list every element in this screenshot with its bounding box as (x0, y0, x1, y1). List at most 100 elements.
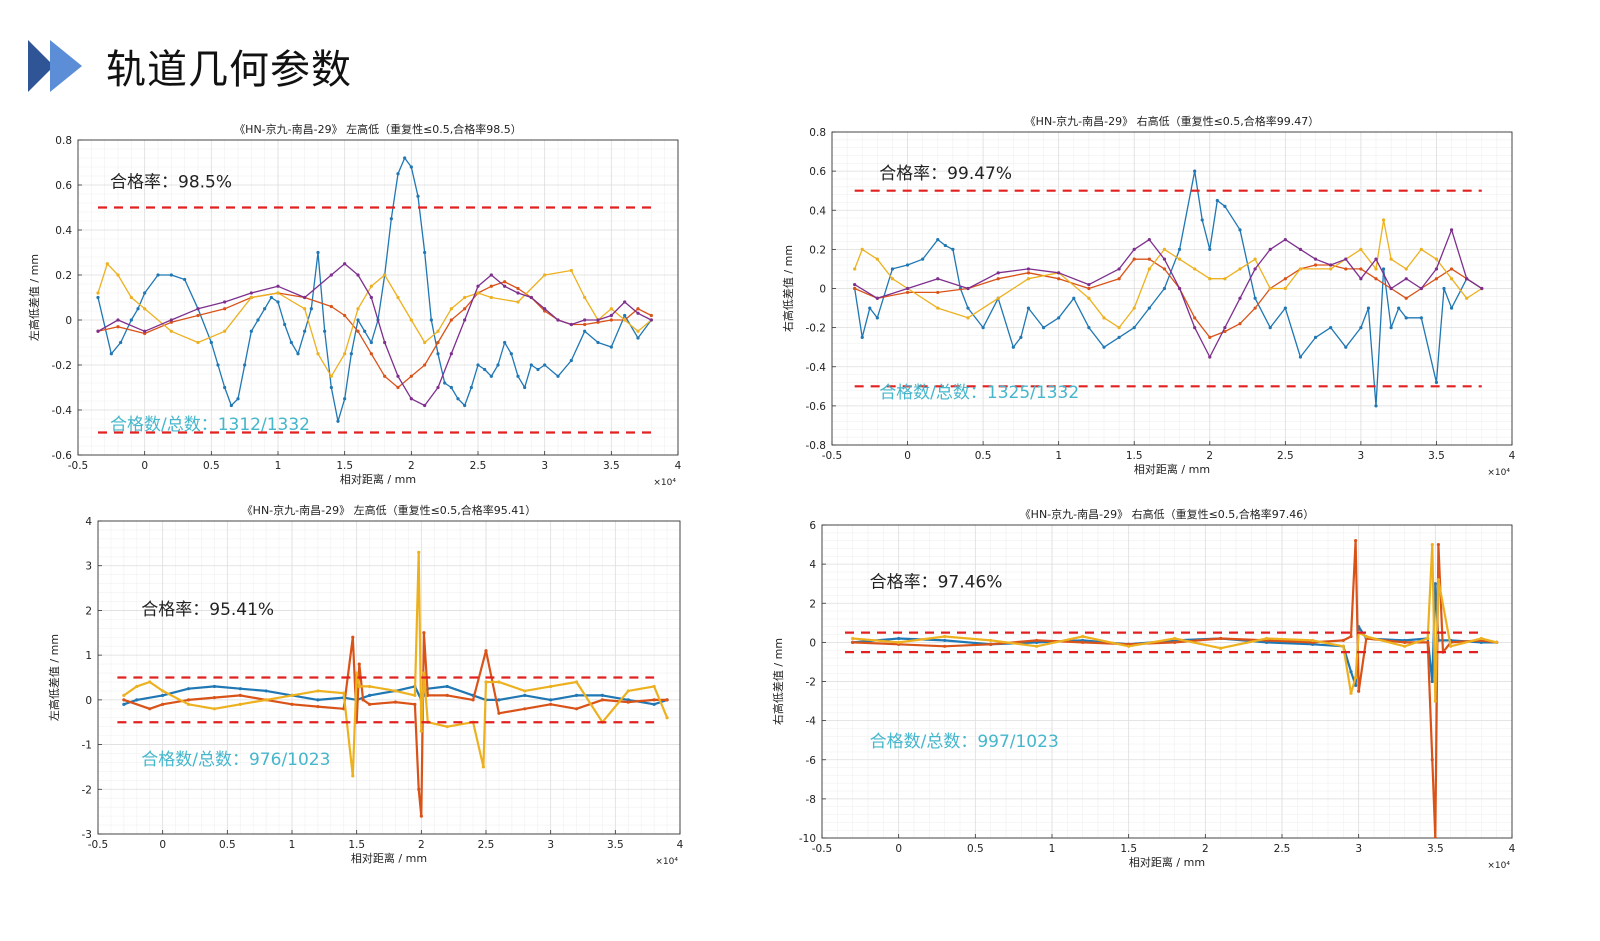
y-tick-label: 0.4 (809, 205, 826, 217)
data-point (1419, 286, 1423, 291)
data-point (1449, 644, 1453, 648)
x-tick-label: 2 (418, 839, 425, 851)
y-tick-label: -0.4 (52, 405, 73, 417)
data-point (1449, 228, 1454, 232)
data-point (484, 680, 488, 684)
data-point (890, 277, 895, 281)
data-point (868, 306, 872, 310)
data-point (143, 329, 147, 333)
data-point (143, 291, 147, 295)
chart-svg: -0.5 0 0.5 1 1.5 2 2.5 3 3.5 4 -0.6 -0.4 -0.2 0 0.2 0.4… (27, 122, 682, 488)
data-point (449, 352, 453, 356)
data-point (1419, 247, 1423, 251)
data-point (263, 307, 267, 311)
data-point (523, 385, 527, 390)
data-point (1329, 267, 1333, 271)
data-point (116, 273, 120, 277)
data-point (943, 644, 947, 648)
data-point (119, 340, 123, 345)
data-point (1449, 267, 1454, 271)
data-point (212, 696, 216, 700)
data-point (351, 774, 355, 778)
data-point (413, 702, 417, 706)
data-point (943, 634, 947, 639)
data-point (1354, 539, 1358, 543)
data-point (389, 217, 393, 221)
data-point (623, 313, 627, 318)
data-point (368, 684, 372, 689)
y-tick-label: 0 (65, 315, 72, 327)
data-point (276, 300, 280, 304)
data-point (1389, 257, 1393, 261)
data-point (1364, 634, 1368, 639)
data-point (1403, 644, 1407, 648)
data-point (1436, 542, 1440, 547)
x-tick-label: 3 (541, 460, 548, 472)
data-point (316, 704, 320, 709)
data-point (393, 689, 398, 693)
x-tick-label: 1 (289, 839, 296, 851)
data-point (1026, 306, 1031, 310)
data-point (296, 352, 300, 356)
data-point (549, 684, 553, 689)
data-point (1434, 380, 1439, 384)
x-tick-label: 1.5 (1120, 843, 1137, 855)
data-point (409, 318, 413, 322)
data-point (1132, 306, 1136, 310)
data-point (1087, 282, 1091, 287)
data-point (1430, 758, 1434, 762)
chart-right-bottom-rate-97: -0.5 0 0.5 1 1.5 2 2.5 3 3.5 4 -10 -8 -6 -4 -2 0 2 4 6 《HN-… (771, 507, 1540, 882)
data-point (556, 318, 560, 322)
data-point (1313, 263, 1318, 267)
data-point (1434, 277, 1439, 281)
series-line-purple (854, 229, 1483, 358)
data-point (1359, 326, 1363, 330)
data-point (996, 296, 1000, 300)
x-tick-label: 1 (1055, 450, 1062, 462)
data-point (129, 318, 133, 322)
data-point (1026, 267, 1031, 271)
y-tick-label: 3 (85, 561, 92, 573)
data-point (1208, 355, 1212, 359)
data-point (269, 295, 273, 300)
data-point (1238, 267, 1242, 271)
data-point (1132, 326, 1136, 330)
data-point (156, 273, 160, 277)
data-point (516, 286, 520, 291)
data-point (549, 698, 553, 702)
data-point (1162, 286, 1167, 291)
x-tick-label: 0.5 (975, 450, 992, 462)
data-point (1283, 277, 1287, 281)
data-point (1298, 267, 1303, 271)
data-point (323, 329, 327, 333)
data-point (1344, 257, 1348, 261)
chart-left-bottom-rate-95: -0.5 0 0.5 1 1.5 2 2.5 3 3.5 4 -3 -2 -1 0 1 2 3 4 《HN-京九-南… (40, 503, 700, 880)
x-tick-label: 0 (141, 460, 148, 472)
data-point (1359, 247, 1363, 251)
data-point (456, 397, 460, 401)
x-tick-label: 3.5 (603, 460, 620, 472)
x-axis-label: 相对距离 / mm (351, 851, 427, 865)
data-point (1223, 277, 1227, 281)
data-point (290, 693, 294, 697)
data-point (523, 689, 527, 693)
data-point (1026, 271, 1031, 275)
data-point (951, 247, 955, 251)
data-point (1035, 638, 1039, 643)
data-point (1081, 640, 1085, 644)
data-point (1219, 636, 1223, 641)
data-point (543, 363, 547, 367)
data-point (489, 374, 493, 378)
data-point (96, 295, 100, 300)
x-axis-multiplier: ×10⁴ (653, 478, 676, 488)
data-point (1465, 296, 1469, 300)
data-point (543, 307, 547, 311)
y-tick-label: -2 (806, 677, 816, 689)
data-point (921, 257, 925, 261)
data-point (1102, 316, 1106, 320)
data-point (1341, 644, 1345, 648)
data-point (443, 381, 447, 385)
data-point (329, 385, 333, 390)
chart-svg: -0.5 0 0.5 1 1.5 2 2.5 3 3.5 4 -10 -8 -6 -4 -2 0 2 4 6 《HN-… (771, 507, 1516, 871)
data-point (1436, 578, 1440, 582)
